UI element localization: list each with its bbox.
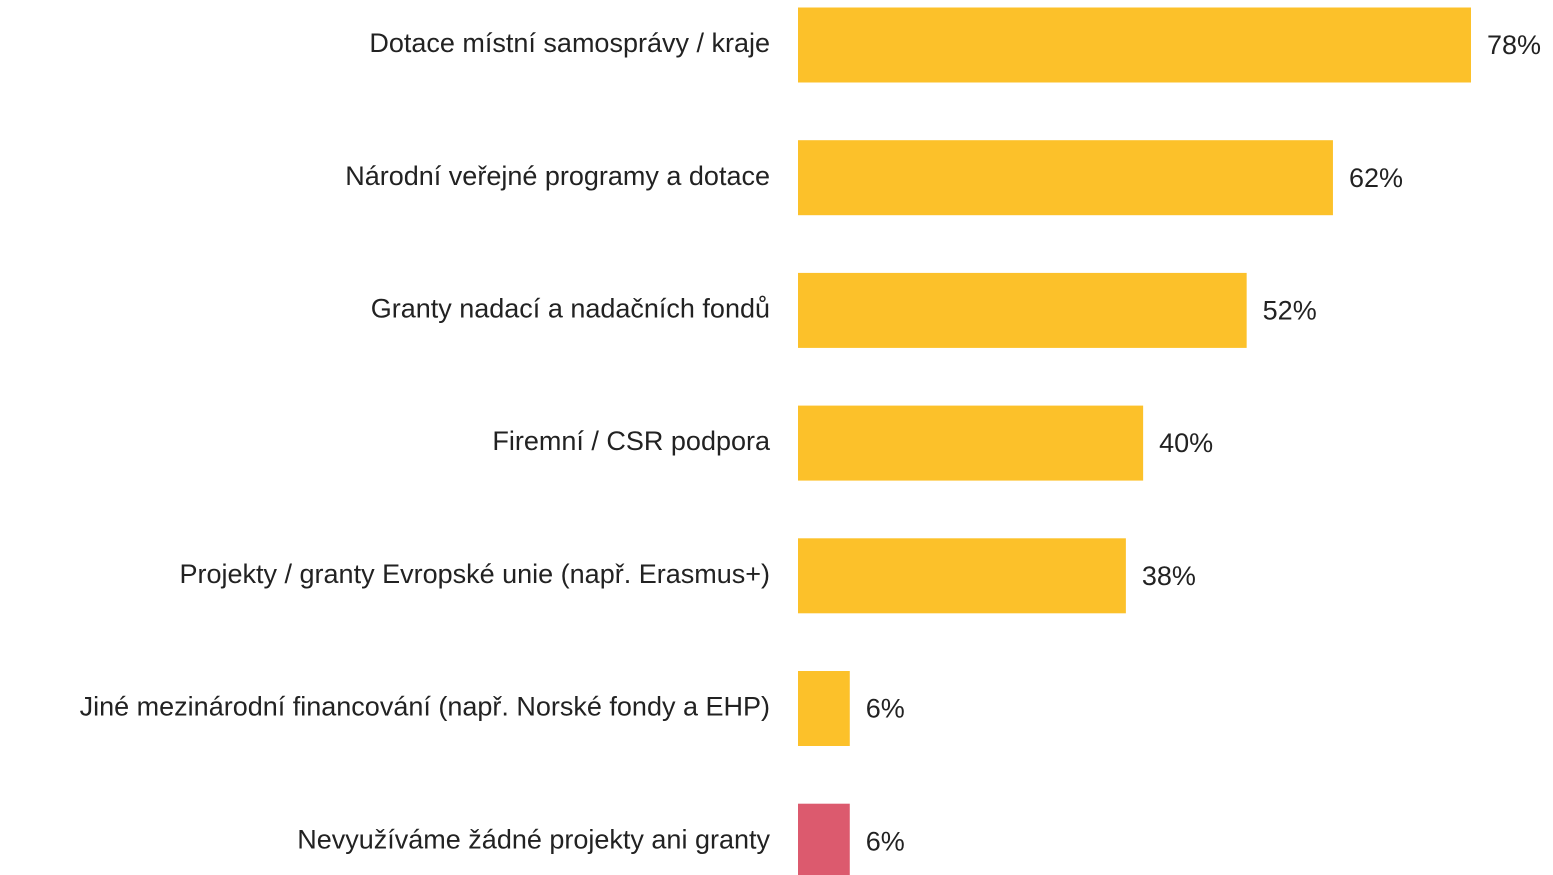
category-label: Dotace místní samosprávy / kraje [369, 28, 770, 58]
bar [798, 140, 1333, 216]
category-label: Granty nadací a nadačních fondů [371, 294, 770, 324]
value-label: 62% [1349, 163, 1403, 193]
bar [798, 7, 1471, 83]
bar [798, 671, 850, 746]
category-label: Nevyužíváme žádné projekty ani granty [297, 824, 770, 854]
value-label: 6% [866, 826, 905, 856]
value-label: 38% [1142, 561, 1196, 591]
value-label: 40% [1159, 428, 1213, 458]
category-label: Firemní / CSR podpora [492, 426, 771, 456]
category-label: Jiné mezinárodní financování (např. Nors… [80, 692, 770, 722]
bar [798, 803, 850, 875]
bar [798, 405, 1144, 481]
bar [798, 538, 1126, 614]
value-label: 6% [866, 694, 905, 724]
value-label: 52% [1263, 296, 1317, 326]
category-label: Národní veřejné programy a dotace [345, 161, 770, 191]
value-label: 78% [1487, 30, 1541, 60]
category-label: Projekty / granty Evropské unie (např. E… [180, 559, 771, 589]
bar [798, 272, 1247, 348]
